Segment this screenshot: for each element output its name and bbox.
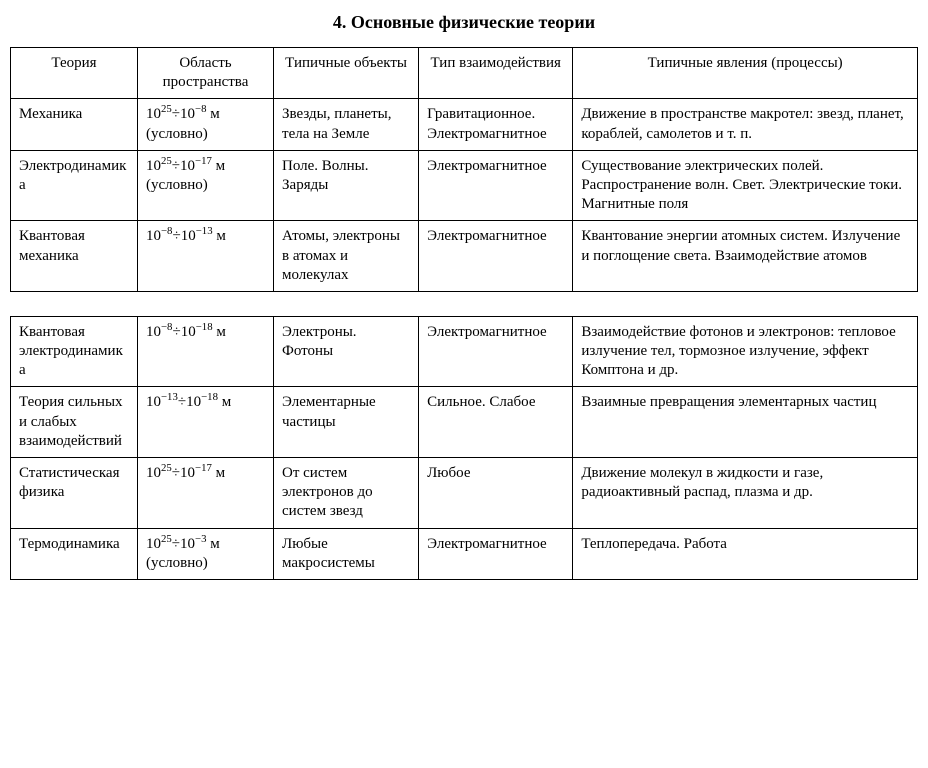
col-header-interaction: Тип взаимодействия <box>419 48 573 99</box>
cell-range: 1025÷10−3 м (условно) <box>137 528 273 579</box>
cell-theory: Статистическая физика <box>11 458 138 529</box>
cell-range: 1025÷10−17 м (условно) <box>137 150 273 221</box>
table-row: Статистическая физика1025÷10−17 мОт сист… <box>11 458 918 529</box>
cell-phenomena: Существование электрических полей. Распр… <box>573 150 918 221</box>
table-row: Термодинамика1025÷10−3 м (условно)Любые … <box>11 528 918 579</box>
table-row: Механика1025÷10−8 м (условно)Звезды, пла… <box>11 99 918 150</box>
cell-objects: Поле. Волны. Заряды <box>274 150 419 221</box>
cell-phenomena: Движение молекул в жидкости и газе, ради… <box>573 458 918 529</box>
cell-interaction: Любое <box>419 458 573 529</box>
cell-objects: Атомы, электроны в атомах и молекулах <box>274 221 419 292</box>
table-gap <box>10 292 918 316</box>
cell-interaction: Электромагнитное <box>419 316 573 387</box>
table-row: Квантовая механика10−8÷10−13 мАтомы, эле… <box>11 221 918 292</box>
cell-objects: Элементарные частицы <box>274 387 419 458</box>
col-header-phenomena: Типичные явления (процессы) <box>573 48 918 99</box>
cell-objects: Электроны. Фотоны <box>274 316 419 387</box>
cell-range: 1025÷10−17 м <box>137 458 273 529</box>
cell-phenomena: Взаимные превращения элементарных частиц <box>573 387 918 458</box>
col-header-range: Область пространства <box>137 48 273 99</box>
cell-phenomena: Движение в пространстве макротел: звезд,… <box>573 99 918 150</box>
table-1-body: Механика1025÷10−8 м (условно)Звезды, пла… <box>11 99 918 292</box>
page-title: 4. Основные физические теории <box>10 12 918 33</box>
theories-table-2: Квантовая электродинамика10−8÷10−18 мЭле… <box>10 316 918 580</box>
col-header-theory: Теория <box>11 48 138 99</box>
table-header-row: Теория Область пространства Типичные объ… <box>11 48 918 99</box>
cell-phenomena: Теплопередача. Работа <box>573 528 918 579</box>
cell-theory: Квантовая механика <box>11 221 138 292</box>
table-row: Теория сильных и слабых взаимодействий10… <box>11 387 918 458</box>
cell-theory: Электродинамика <box>11 150 138 221</box>
cell-range: 10−8÷10−18 м <box>137 316 273 387</box>
cell-range: 10−8÷10−13 м <box>137 221 273 292</box>
cell-interaction: Электромагнитное <box>419 221 573 292</box>
cell-objects: Звезды, планеты, тела на Земле <box>274 99 419 150</box>
cell-interaction: Гравитационное. Электромагнитное <box>419 99 573 150</box>
col-header-objects: Типичные объекты <box>274 48 419 99</box>
cell-theory: Квантовая электродинамика <box>11 316 138 387</box>
cell-objects: От систем электронов до систем звезд <box>274 458 419 529</box>
cell-phenomena: Взаимодействие фотонов и электронов: теп… <box>573 316 918 387</box>
cell-theory: Термодинамика <box>11 528 138 579</box>
cell-phenomena: Квантование энергии атомных систем. Излу… <box>573 221 918 292</box>
cell-theory: Механика <box>11 99 138 150</box>
theories-table-1: Теория Область пространства Типичные объ… <box>10 47 918 292</box>
table-row: Квантовая электродинамика10−8÷10−18 мЭле… <box>11 316 918 387</box>
cell-interaction: Электромагнитное <box>419 528 573 579</box>
cell-interaction: Электромагнитное <box>419 150 573 221</box>
cell-objects: Любые макросистемы <box>274 528 419 579</box>
table-2-body: Квантовая электродинамика10−8÷10−18 мЭле… <box>11 316 918 579</box>
cell-range: 1025÷10−8 м (условно) <box>137 99 273 150</box>
table-row: Электродинамика1025÷10−17 м (условно)Пол… <box>11 150 918 221</box>
cell-interaction: Сильное. Слабое <box>419 387 573 458</box>
cell-theory: Теория сильных и слабых взаимодействий <box>11 387 138 458</box>
cell-range: 10−13÷10−18 м <box>137 387 273 458</box>
